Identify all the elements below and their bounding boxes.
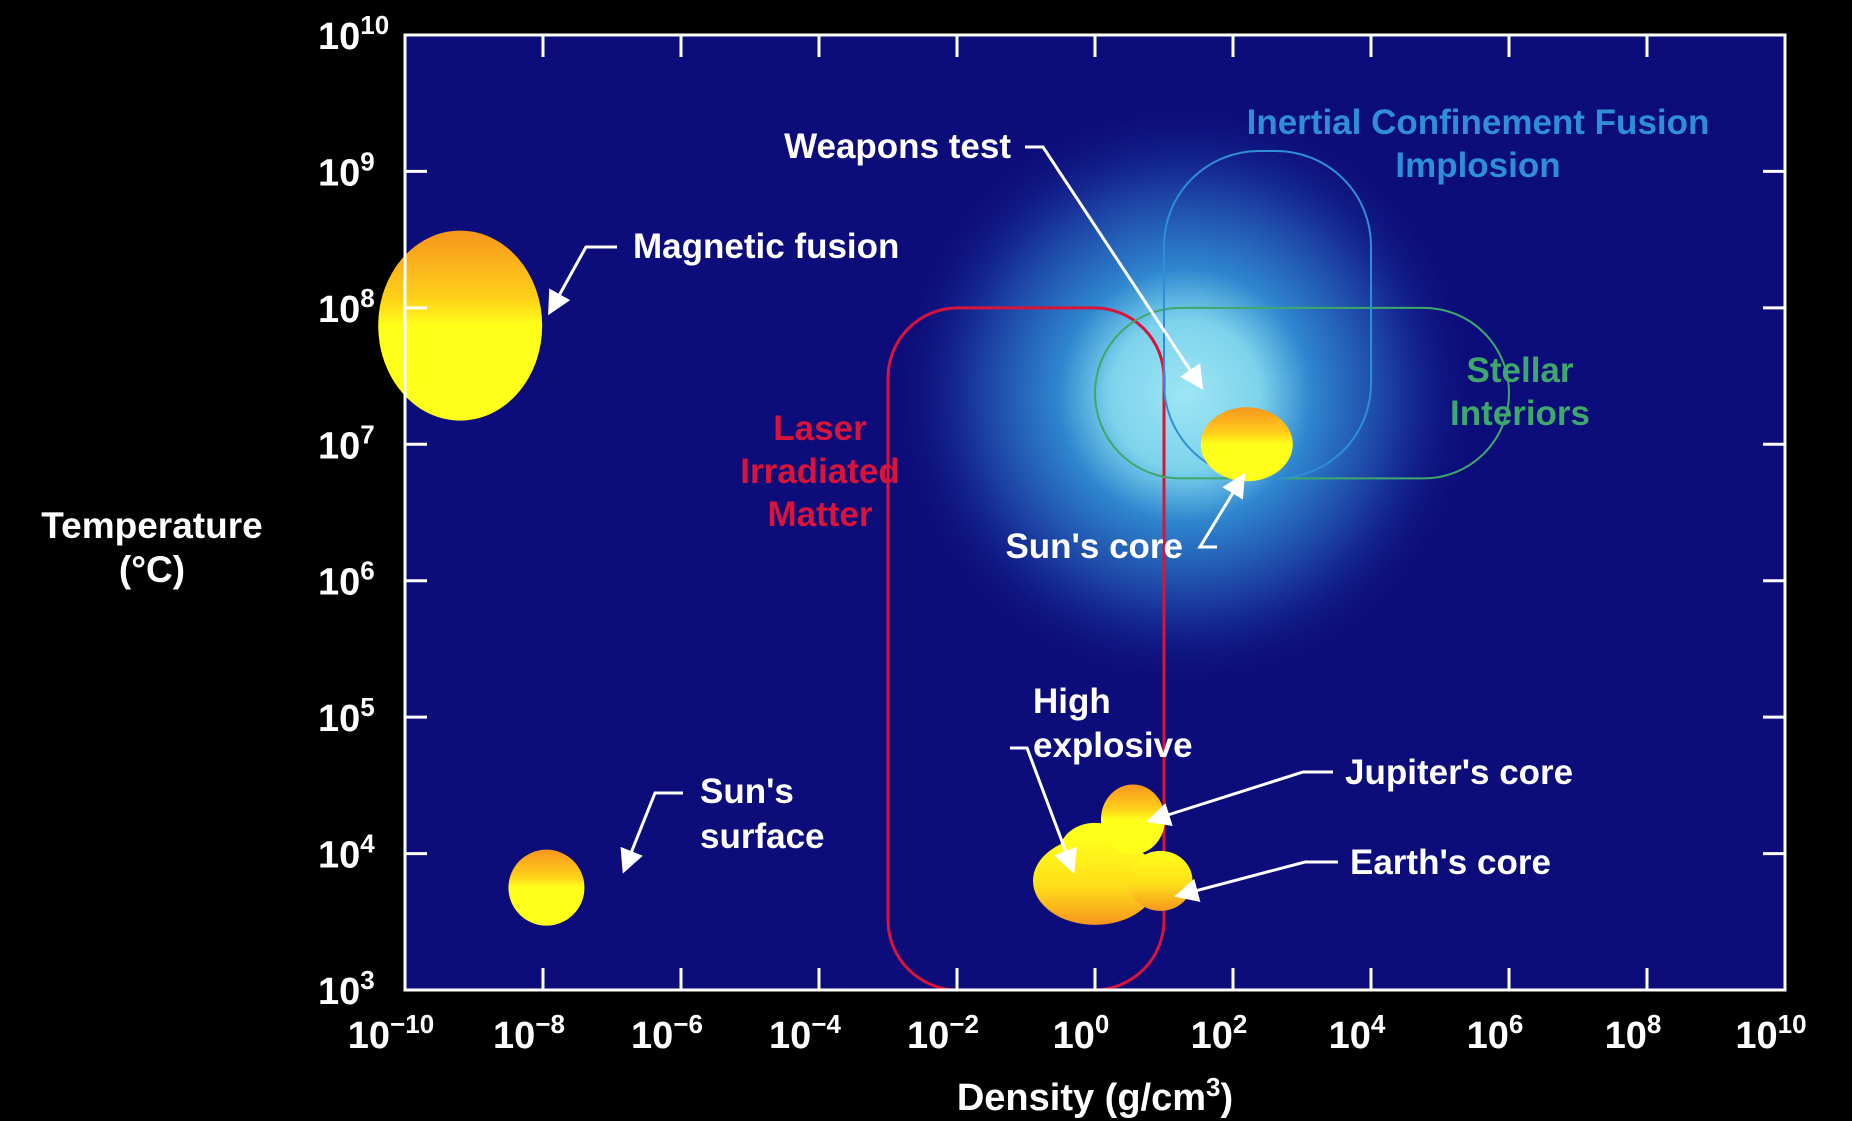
arrow-weapons-test [1025, 145, 1204, 391]
y-tick-label: 107 [318, 419, 375, 467]
point-earth-core [1128, 850, 1193, 911]
label-high-explosive-line1: High [1033, 682, 1111, 721]
ticks-layer: 10−10 10−8 10−6 10−4 10−2 100 102 104 106 108 1010… [318, 10, 1807, 1057]
label-earth-core: Earth's core [1350, 843, 1551, 882]
x-tick-label: 10−2 [907, 1009, 979, 1057]
x-tick-label: 10−8 [493, 1009, 565, 1057]
arrow-jupiter-core [1146, 770, 1333, 826]
x-tick-label: 100 [1053, 1009, 1110, 1057]
y-tick-label: 1010 [318, 10, 389, 58]
label-laser-region-line3: Matter [767, 495, 872, 534]
label-weapons-test: Weapons test [784, 127, 1011, 166]
y-axis-label-line1: Temperature [41, 505, 262, 546]
arrow-sun-core [1197, 472, 1246, 549]
y-tick-label: 105 [318, 692, 375, 740]
labels-layer: Magnetic fusion Sun's surface Sun's core Hig… [633, 103, 1709, 882]
label-stellar-region-line1: Stellar [1467, 351, 1574, 390]
arrow-magnetic-fusion [548, 245, 617, 316]
label-stellar-region-line2: Interiors [1450, 394, 1590, 433]
label-high-explosive-line2: explosive [1033, 726, 1193, 765]
x-tick-label: 10−4 [769, 1009, 841, 1057]
label-sun-surface-line1: Sun's [700, 772, 794, 811]
point-jupiter-core [1100, 784, 1165, 855]
arrow-sun-surface [620, 791, 683, 874]
label-magnetic-fusion: Magnetic fusion [633, 227, 899, 266]
y-axis-label-line2: (°C) [119, 549, 185, 590]
region-stellar [1094, 306, 1510, 480]
arrow-earth-core [1174, 860, 1338, 903]
x-tick-label: 10−10 [348, 1009, 434, 1057]
y-tick-label: 109 [318, 146, 375, 194]
y-tick-label: 108 [318, 283, 375, 331]
plasma-glow [885, 95, 1485, 695]
region-icf [1163, 149, 1372, 480]
point-sun-core [1200, 407, 1293, 482]
x-tick-label: 1010 [1735, 1009, 1806, 1057]
x-tick-label: 108 [1605, 1009, 1662, 1057]
label-laser-region-line1: Laser [773, 409, 867, 448]
label-laser-region-line2: Irradiated [740, 452, 900, 491]
label-icf-region-line2: Implosion [1395, 146, 1560, 185]
label-icf-region-line1: Inertial Confinement Fusion [1247, 103, 1710, 142]
y-tick-label: 103 [318, 965, 375, 1013]
y-tick-label: 106 [318, 556, 375, 604]
x-axis-label: Density (g/cm3) [957, 1072, 1233, 1119]
blobs-layer [378, 230, 1293, 926]
x-tick-label: 106 [1467, 1009, 1524, 1057]
y-tick-label: 104 [318, 829, 375, 877]
x-tick-label: 102 [1191, 1009, 1248, 1057]
arrows-layer [548, 145, 1338, 903]
label-sun-core: Sun's core [1005, 527, 1183, 566]
x-tick-label: 10−6 [631, 1009, 703, 1057]
point-magnetic-fusion [378, 230, 543, 421]
label-jupiter-core: Jupiter's core [1345, 753, 1573, 792]
point-sun-surface [508, 849, 585, 926]
arrow-high-explosive [1010, 746, 1077, 874]
x-tick-label: 104 [1329, 1009, 1386, 1057]
label-sun-surface-line2: surface [700, 817, 825, 856]
